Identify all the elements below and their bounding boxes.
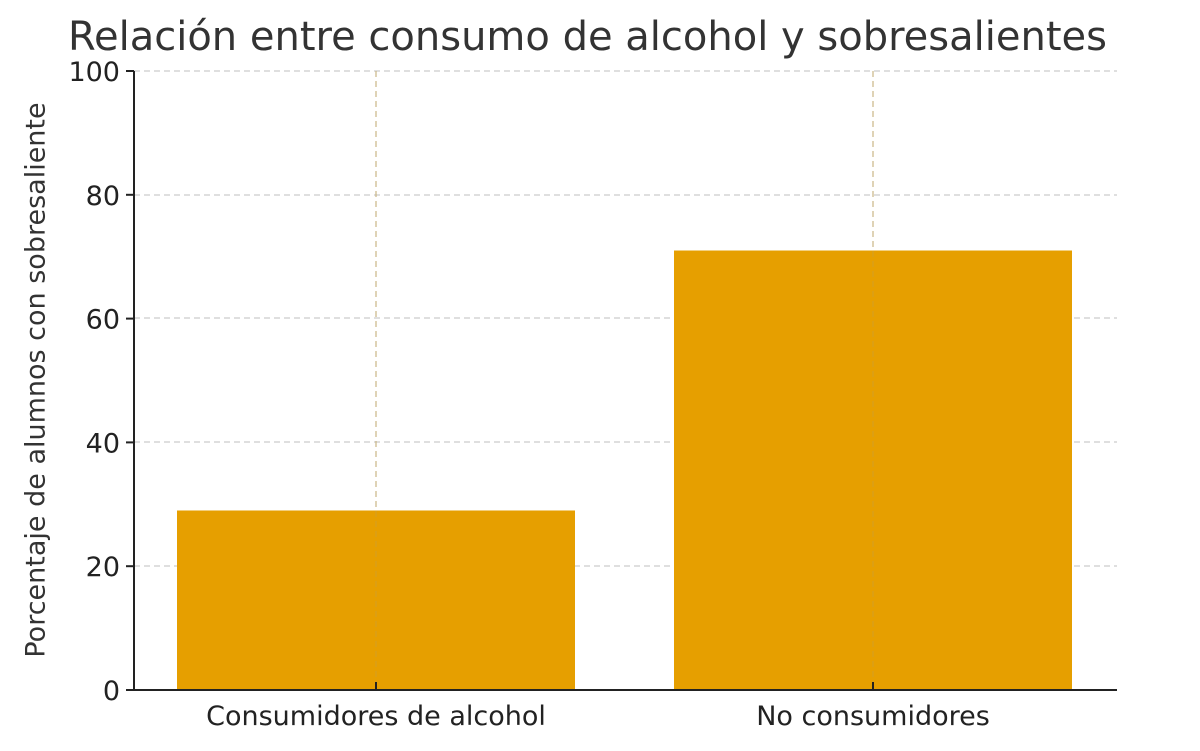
bars — [177, 71, 1072, 690]
y-ticks: 0 20 40 60 80 100 — [68, 57, 134, 707]
x-tick-label: Consumidores de alcohol — [206, 701, 546, 732]
chart-title: Relación entre consumo de alcohol y sobr… — [68, 14, 1107, 60]
y-tick-label: 40 — [86, 428, 120, 459]
y-tick-label: 100 — [68, 57, 120, 88]
y-tick-label: 60 — [86, 305, 120, 336]
x-ticks: Consumidores de alcohol No consumidores — [206, 682, 990, 732]
x-tick-label: No consumidores — [756, 701, 990, 732]
y-tick-label: 20 — [86, 552, 120, 583]
y-tick-label: 80 — [86, 181, 120, 212]
bar — [177, 510, 575, 690]
y-tick-label: 0 — [103, 676, 120, 707]
